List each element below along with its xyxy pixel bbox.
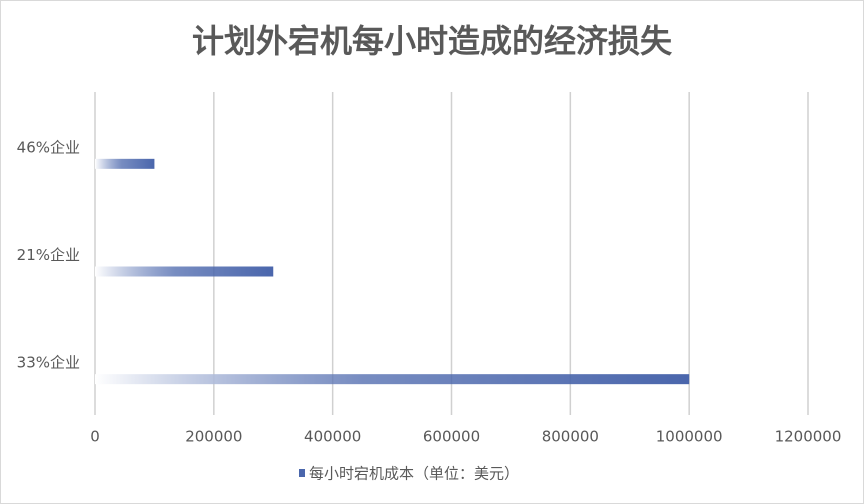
legend-marker (299, 469, 305, 477)
bar (95, 266, 274, 277)
x-tick-label: 1200000 (775, 428, 842, 446)
bar (95, 374, 690, 385)
y-tick-label: 21%企业 (17, 246, 80, 264)
legend-label: 每小时宕机成本（单位：美元） (309, 465, 519, 483)
x-tick-label: 200000 (185, 428, 242, 446)
x-tick-label: 400000 (304, 428, 361, 446)
bar (95, 158, 155, 169)
y-tick-label: 46%企业 (17, 138, 80, 156)
x-tick-label: 1000000 (656, 428, 723, 446)
chart-title: 计划外宕机每小时造成的经济损失 (192, 22, 673, 60)
x-tick-label: 800000 (542, 428, 599, 446)
x-tick-label: 0 (90, 428, 100, 446)
x-tick-label: 600000 (423, 428, 480, 446)
y-tick-label: 33%企业 (17, 354, 80, 372)
